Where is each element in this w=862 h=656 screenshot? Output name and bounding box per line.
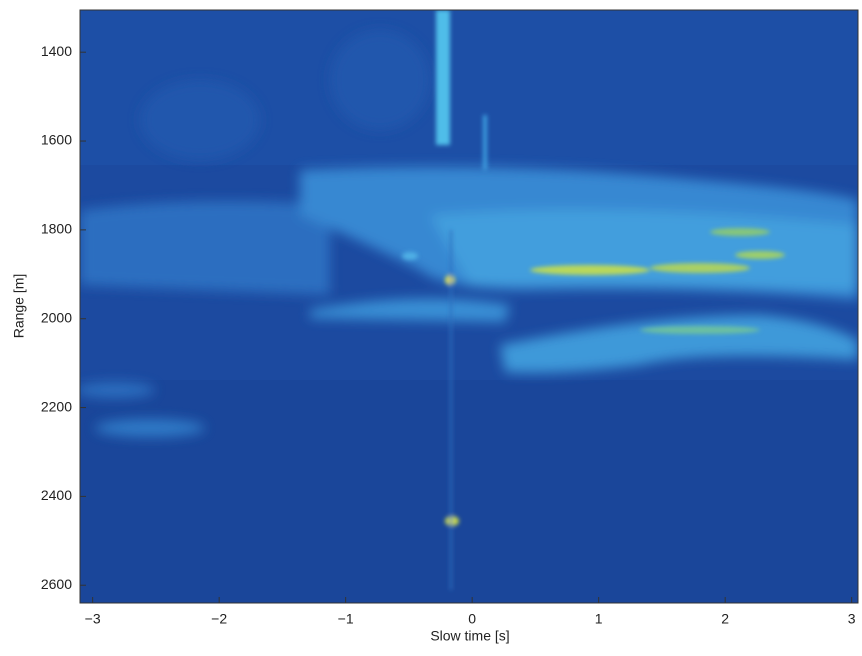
- y-tick-label: 2600: [41, 576, 72, 592]
- y-tick-label: 2000: [41, 309, 72, 325]
- y-tick-label: 1800: [41, 221, 72, 237]
- x-tick-label: −2: [211, 611, 227, 627]
- x-tick-label: 1: [595, 611, 603, 627]
- x-axis-label: Slow time [s]: [430, 628, 509, 644]
- y-tick-label: 1400: [41, 43, 72, 59]
- y-tick-label: 2200: [41, 398, 72, 414]
- radar-image: [80, 10, 858, 603]
- x-tick-label: 0: [468, 611, 476, 627]
- y-axis-label: Range [m]: [11, 274, 27, 339]
- x-tick-label: −3: [85, 611, 101, 627]
- x-tick-label: 3: [848, 611, 856, 627]
- y-tick-label: 2400: [41, 487, 72, 503]
- x-tick-label: 2: [721, 611, 729, 627]
- plot-frame: [79, 9, 859, 604]
- x-tick-label: −1: [338, 611, 354, 627]
- y-tick-label: 1600: [41, 132, 72, 148]
